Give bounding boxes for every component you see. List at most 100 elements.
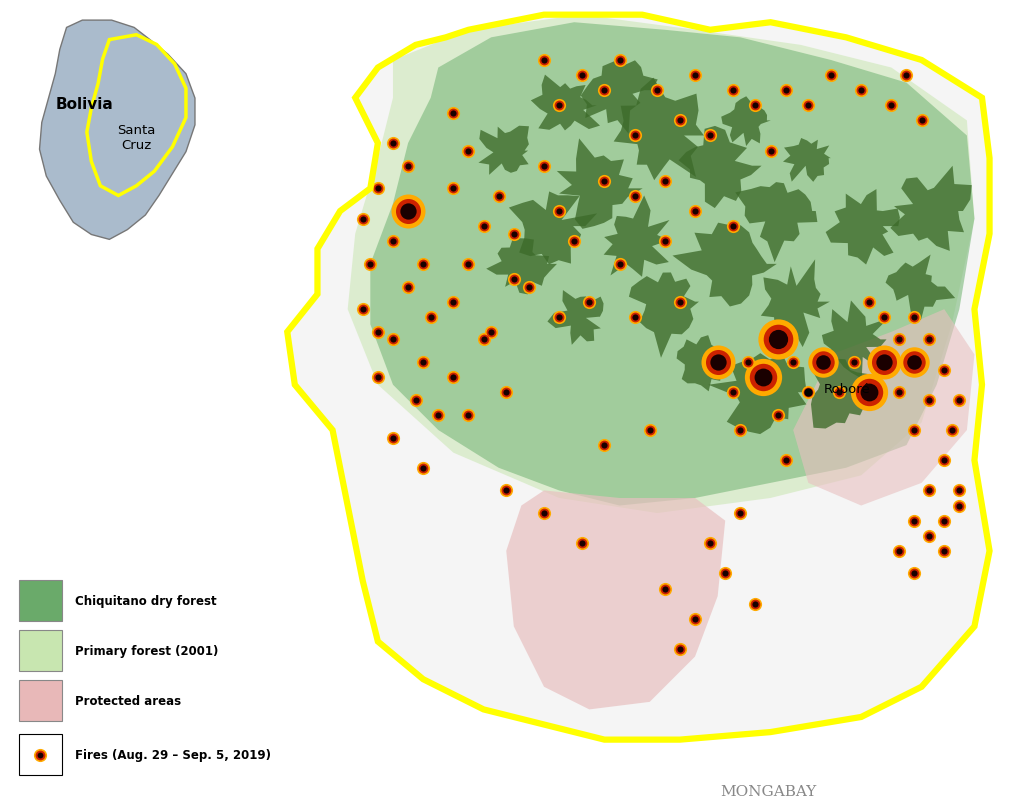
Point: [385, 235, 401, 248]
Polygon shape: [371, 24, 975, 506]
Polygon shape: [581, 61, 657, 135]
Point: [32, 749, 48, 762]
Point: [551, 311, 567, 324]
Point: [627, 190, 643, 203]
Point: [385, 137, 401, 150]
Point: [687, 205, 703, 218]
Point: [354, 212, 371, 225]
Point: [891, 545, 907, 558]
Point: [906, 356, 923, 369]
Point: [951, 500, 968, 513]
Point: [506, 228, 522, 241]
Point: [846, 356, 862, 369]
Point: [860, 386, 877, 399]
Point: [596, 84, 612, 97]
Text: GLOBAL
FOREST
WATCH: GLOBAL FOREST WATCH: [933, 755, 982, 792]
Point: [936, 514, 952, 527]
Polygon shape: [87, 36, 186, 196]
Point: [800, 386, 816, 399]
Point: [551, 205, 567, 218]
Point: [656, 175, 673, 188]
Point: [461, 258, 477, 271]
Point: [627, 311, 643, 324]
Point: [370, 182, 386, 195]
Point: [876, 356, 892, 369]
Point: [860, 386, 877, 399]
Point: [739, 356, 756, 369]
Point: [362, 258, 379, 271]
Point: [770, 409, 786, 422]
Point: [672, 296, 688, 309]
Point: [853, 84, 869, 97]
Point: [445, 371, 462, 384]
Point: [423, 311, 439, 324]
Point: [777, 84, 794, 97]
Point: [385, 431, 401, 444]
Point: [921, 484, 937, 497]
Point: [445, 182, 462, 195]
Point: [815, 356, 831, 369]
Point: [830, 386, 847, 399]
Point: [770, 409, 786, 422]
Point: [611, 54, 628, 67]
Point: [891, 545, 907, 558]
Point: [860, 386, 877, 399]
Point: [777, 454, 794, 467]
Point: [354, 212, 371, 225]
Point: [898, 70, 914, 83]
Point: [641, 424, 657, 437]
Point: [860, 296, 877, 309]
Point: [710, 356, 726, 369]
Point: [921, 333, 937, 346]
Polygon shape: [735, 182, 817, 263]
Point: [936, 363, 952, 376]
Point: [906, 311, 923, 324]
Point: [732, 424, 749, 437]
Point: [717, 568, 733, 581]
Point: [370, 371, 386, 384]
Point: [898, 70, 914, 83]
Polygon shape: [679, 127, 762, 208]
Point: [921, 484, 937, 497]
Point: [649, 84, 666, 97]
Point: [573, 70, 590, 83]
Point: [415, 461, 431, 474]
Point: [906, 568, 923, 581]
Point: [906, 514, 923, 527]
Point: [770, 333, 786, 346]
Point: [701, 537, 718, 550]
Point: [415, 461, 431, 474]
Polygon shape: [673, 223, 777, 307]
Point: [400, 160, 417, 173]
Point: [582, 296, 598, 309]
Point: [943, 424, 959, 437]
Point: [951, 500, 968, 513]
Point: [551, 311, 567, 324]
Point: [687, 612, 703, 625]
Point: [770, 333, 786, 346]
Point: [32, 749, 48, 762]
Point: [710, 356, 726, 369]
Polygon shape: [557, 139, 643, 230]
Point: [551, 100, 567, 113]
Point: [687, 70, 703, 83]
Point: [701, 130, 718, 143]
Point: [762, 145, 778, 158]
Point: [785, 356, 802, 369]
Point: [943, 424, 959, 437]
Point: [800, 100, 816, 113]
Point: [936, 545, 952, 558]
Point: [445, 182, 462, 195]
Point: [475, 221, 492, 234]
Point: [445, 296, 462, 309]
Point: [483, 326, 500, 339]
Point: [656, 235, 673, 248]
Point: [800, 386, 816, 399]
Point: [656, 235, 673, 248]
Point: [445, 371, 462, 384]
Text: Primary forest (2001): Primary forest (2001): [75, 644, 218, 657]
Point: [400, 160, 417, 173]
Point: [891, 545, 907, 558]
Point: [687, 70, 703, 83]
Point: [876, 356, 892, 369]
